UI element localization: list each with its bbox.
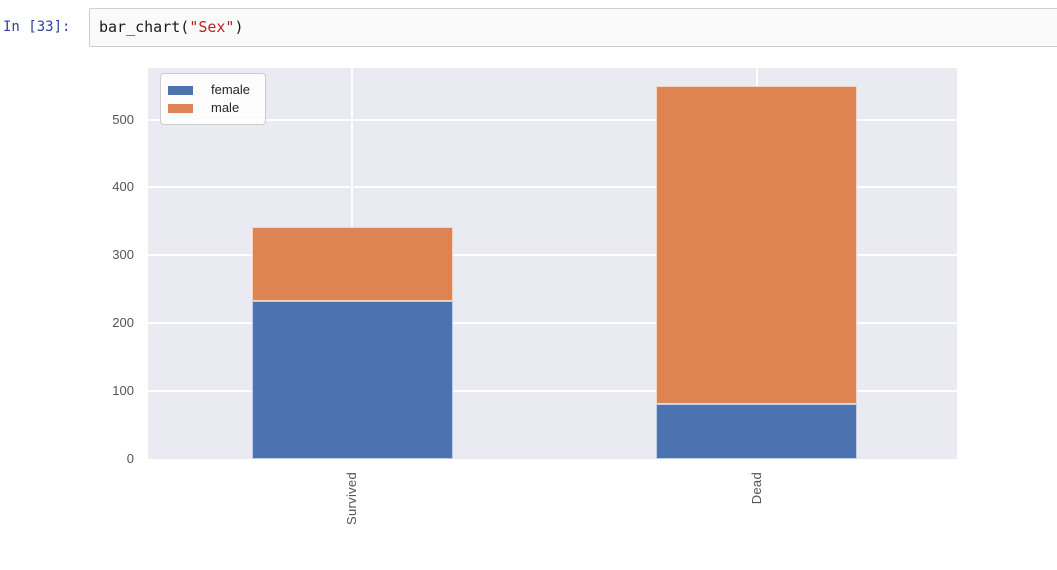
h-gridline: [148, 254, 957, 257]
bar-segment-male-survived: [251, 226, 453, 301]
bar-segment-male-dead: [656, 86, 858, 405]
cell-input-prompt: In [33]:: [3, 19, 71, 35]
bar-segment-female-survived: [251, 300, 453, 459]
code-cell-editor[interactable]: bar_chart("Sex"): [89, 8, 1057, 47]
code-close-paren: ): [234, 18, 244, 36]
y-tick-label: 300: [112, 247, 134, 263]
h-gridline: [148, 322, 957, 325]
h-gridline: [148, 118, 957, 121]
legend-item-male: male: [168, 99, 250, 117]
h-gridline: [148, 186, 957, 189]
h-gridline: [148, 390, 957, 393]
code-line[interactable]: bar_chart("Sex"): [99, 18, 244, 36]
code-string-arg: "Sex": [189, 18, 235, 36]
bar-segment-female-dead: [656, 404, 858, 459]
legend-label-female: female: [211, 82, 251, 97]
matplotlib-figure-output: female male 0 100 200 300 400 500 Survived Dead: [0, 48, 1057, 570]
y-tick-label: 400: [112, 179, 134, 195]
chart-legend: female male: [160, 73, 267, 125]
x-tick-label-survived: Survived: [344, 472, 360, 525]
y-tick-label: 100: [112, 383, 134, 399]
y-tick-label: 0: [126, 451, 134, 466]
x-tick-label-dead: Dead: [748, 472, 764, 505]
legend-swatch-female: [168, 85, 193, 95]
legend-swatch-male: [168, 103, 193, 113]
legend-item-female: female: [168, 81, 250, 99]
y-tick-label: 200: [112, 315, 134, 331]
legend-label-male: male: [211, 100, 240, 115]
plot-area: female male: [148, 68, 957, 459]
y-tick-label: 500: [112, 111, 134, 127]
code-function-call: bar_chart(: [99, 18, 190, 36]
